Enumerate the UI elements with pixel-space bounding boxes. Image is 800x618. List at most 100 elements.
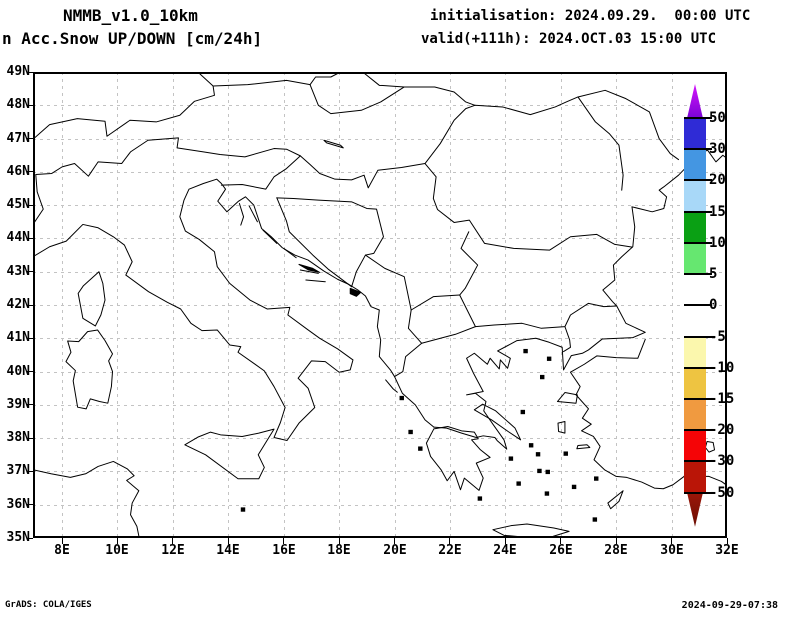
axis-tick-lat bbox=[27, 404, 33, 405]
axis-tick-lat bbox=[27, 504, 33, 505]
colorbar-label: -30 bbox=[709, 453, 735, 469]
axis-tick-lat bbox=[27, 538, 33, 539]
gridline-lat bbox=[33, 438, 727, 439]
colorbar-segment bbox=[684, 367, 706, 400]
gridline-lat bbox=[33, 172, 727, 173]
init-time-label: initialisation: 2024.09.29. 00:00 UTC bbox=[430, 8, 751, 24]
colorbar-boundary-line bbox=[684, 179, 712, 181]
country-border bbox=[365, 255, 421, 376]
coastline bbox=[577, 445, 590, 449]
lon-label: 24E bbox=[493, 543, 517, 558]
colorbar-boundary-line bbox=[684, 492, 712, 494]
gridline-lat bbox=[33, 105, 727, 106]
lon-label: 14E bbox=[216, 543, 240, 558]
colorbar-label: 10 bbox=[709, 235, 726, 251]
coastline bbox=[705, 441, 714, 452]
gridline-lat bbox=[33, 471, 727, 472]
axis-tick-lat bbox=[27, 438, 33, 439]
lon-label: 16E bbox=[272, 543, 296, 558]
lon-label: 20E bbox=[383, 543, 407, 558]
axis-tick-lon bbox=[62, 538, 63, 544]
coastline bbox=[263, 230, 277, 243]
axis-tick-lat bbox=[27, 338, 33, 339]
model-title: NMMB_v1.0_10km bbox=[63, 6, 198, 25]
small-island bbox=[408, 429, 413, 435]
colorbar-segment bbox=[684, 149, 706, 181]
coastline bbox=[324, 140, 343, 148]
colorbar-boundary-line bbox=[684, 336, 712, 338]
small-island bbox=[516, 481, 521, 486]
colorbar-arrow-down bbox=[687, 492, 703, 527]
gridline-lat bbox=[33, 405, 727, 406]
country-border bbox=[460, 295, 617, 328]
colorbar-boundary-line bbox=[684, 304, 712, 306]
axis-tick-lat bbox=[27, 371, 33, 372]
coastline bbox=[239, 203, 243, 225]
small-island bbox=[545, 469, 550, 475]
small-island bbox=[520, 409, 526, 415]
footer-timestamp: 2024-09-29-07:38 bbox=[681, 600, 778, 611]
lat-label: 43N bbox=[6, 264, 30, 279]
small-island bbox=[539, 374, 545, 380]
lon-label: 12E bbox=[161, 543, 185, 558]
country-border bbox=[198, 72, 213, 86]
coastline bbox=[249, 206, 257, 222]
colorbar-segment bbox=[684, 180, 706, 213]
coastline bbox=[66, 330, 113, 409]
lat-label: 45N bbox=[6, 197, 30, 212]
coastline bbox=[284, 248, 296, 257]
colorbar-boundary-line bbox=[684, 398, 712, 400]
island-cluster bbox=[299, 264, 320, 272]
coastline bbox=[558, 422, 565, 434]
coastline bbox=[386, 380, 398, 392]
gridline-lat bbox=[33, 372, 727, 373]
small-island bbox=[399, 395, 404, 401]
coastline bbox=[300, 270, 318, 273]
colorbar-arrow-up bbox=[687, 84, 703, 118]
colorbar-boundary-line bbox=[684, 367, 712, 369]
gridline-lat bbox=[33, 272, 727, 273]
lat-label: 35N bbox=[6, 530, 30, 545]
country-border bbox=[578, 90, 679, 159]
axis-tick-lat bbox=[27, 238, 33, 239]
axis-tick-lat bbox=[27, 271, 33, 272]
footer-grads: GrADS: COLA/IGES bbox=[5, 600, 92, 610]
coastline bbox=[608, 491, 623, 509]
map-canvas bbox=[33, 72, 727, 538]
colorbar-label: -15 bbox=[709, 391, 735, 407]
colorbar bbox=[684, 84, 706, 527]
colorbar-label: 20 bbox=[709, 172, 726, 188]
lon-label: 22E bbox=[438, 543, 462, 558]
small-island bbox=[535, 452, 541, 457]
coastline bbox=[474, 404, 520, 440]
lat-label: 41N bbox=[6, 330, 30, 345]
coastline bbox=[557, 393, 577, 404]
colorbar-segment bbox=[684, 274, 706, 306]
axis-tick-lon bbox=[339, 538, 340, 544]
small-island bbox=[563, 451, 568, 456]
axis-tick-lon bbox=[117, 538, 118, 544]
colorbar-segment bbox=[684, 305, 706, 337]
axis-tick-lat bbox=[27, 171, 33, 172]
axis-tick-lon bbox=[394, 538, 395, 544]
country-border bbox=[310, 72, 340, 85]
country-border bbox=[425, 105, 475, 163]
lon-label: 32E bbox=[715, 543, 739, 558]
axis-tick-lat bbox=[27, 305, 33, 306]
lat-label: 48N bbox=[6, 97, 30, 112]
small-island bbox=[240, 507, 246, 512]
gridline-lat bbox=[33, 205, 727, 206]
coastline bbox=[33, 461, 139, 537]
axis-tick-lon bbox=[228, 538, 229, 544]
colorbar-boundary-line bbox=[684, 429, 712, 431]
product-title: n Acc.Snow UP/DOWN [cm/24h] bbox=[2, 29, 263, 48]
country-border bbox=[310, 85, 404, 114]
small-island bbox=[592, 517, 598, 522]
colorbar-boundary-line bbox=[684, 117, 712, 119]
lat-label: 46N bbox=[6, 164, 30, 179]
country-border bbox=[277, 198, 352, 287]
colorbar-label: 30 bbox=[709, 141, 726, 157]
axis-tick-lon bbox=[449, 538, 450, 544]
colorbar-segment bbox=[684, 336, 706, 369]
lat-label: 49N bbox=[6, 64, 30, 79]
